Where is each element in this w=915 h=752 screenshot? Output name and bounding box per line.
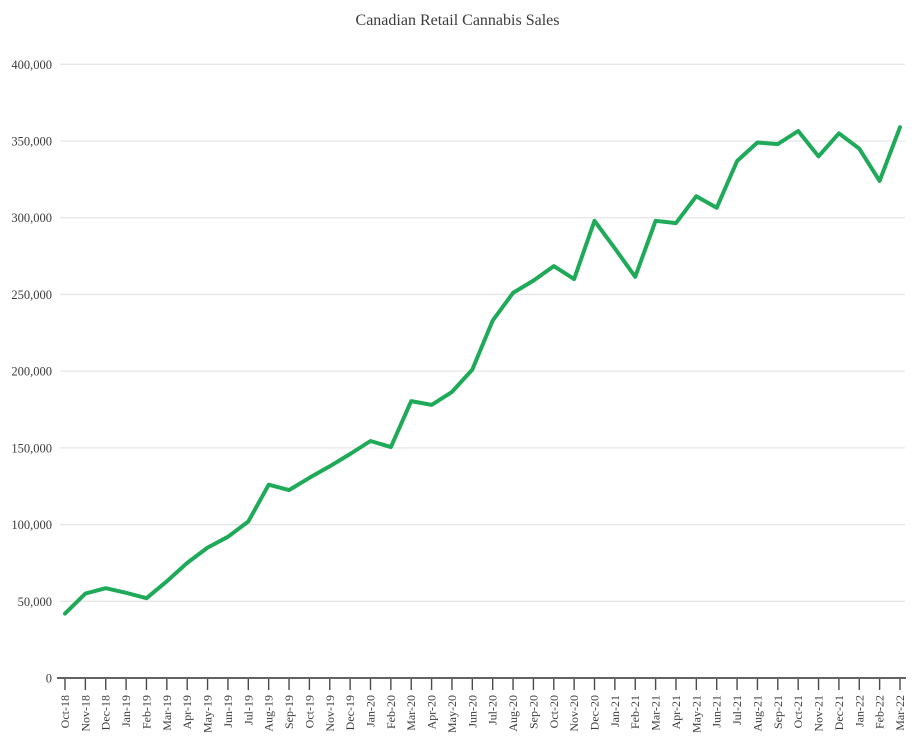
x-tick-label: Apr-20 bbox=[425, 695, 439, 729]
y-tick-label: 0 bbox=[46, 672, 52, 686]
y-tick-label: 100,000 bbox=[11, 518, 52, 532]
x-tick-label: Mar-22 bbox=[893, 695, 907, 731]
y-tick-label: 400,000 bbox=[11, 58, 52, 72]
x-tick-label: Dec-18 bbox=[99, 695, 113, 730]
x-tick-label: Mar-19 bbox=[160, 695, 174, 731]
chart-title: Canadian Retail Cannabis Sales bbox=[355, 12, 560, 29]
x-tick-label: Feb-21 bbox=[628, 695, 642, 729]
x-tick-label: Sep-21 bbox=[771, 695, 785, 729]
y-tick-label: 350,000 bbox=[11, 135, 52, 149]
x-tick-label: Jan-22 bbox=[852, 695, 866, 727]
y-tick-label: 200,000 bbox=[11, 365, 52, 379]
x-tick-label: May-21 bbox=[689, 695, 703, 733]
x-tick-label: Oct-20 bbox=[547, 695, 561, 728]
x-tick-label: Aug-20 bbox=[506, 695, 520, 732]
x-tick-label: Jan-19 bbox=[119, 695, 133, 727]
x-tick-label: Sep-19 bbox=[282, 695, 296, 729]
x-tick-label: Sep-20 bbox=[526, 695, 540, 729]
x-tick-label: Apr-19 bbox=[180, 695, 194, 729]
y-tick-label: 150,000 bbox=[11, 441, 52, 455]
x-tick-label: Feb-19 bbox=[139, 695, 153, 729]
x-tick-label: Mar-21 bbox=[649, 695, 663, 731]
x-tick-label: Aug-21 bbox=[750, 695, 764, 732]
x-tick-label: Nov-20 bbox=[567, 695, 581, 732]
x-tick-label: Dec-20 bbox=[588, 695, 602, 730]
x-tick-label: Mar-20 bbox=[404, 695, 418, 731]
y-tick-label: 300,000 bbox=[11, 211, 52, 225]
x-tick-label: Jun-19 bbox=[221, 695, 235, 728]
x-tick-label: Aug-19 bbox=[262, 695, 276, 732]
x-tick-label: May-20 bbox=[445, 695, 459, 733]
x-tick-label: Dec-19 bbox=[343, 695, 357, 730]
x-tick-label: Dec-21 bbox=[832, 695, 846, 730]
x-tick-label: Apr-21 bbox=[669, 695, 683, 729]
x-tick-label: Feb-22 bbox=[873, 695, 887, 729]
x-tick-label: Oct-18 bbox=[58, 695, 72, 728]
x-tick-label: Jun-20 bbox=[465, 695, 479, 728]
x-tick-label: Feb-20 bbox=[384, 695, 398, 729]
sales-line-series bbox=[63, 125, 902, 616]
x-tick-label: Nov-18 bbox=[78, 695, 92, 732]
x-tick-label: Jul-19 bbox=[241, 695, 255, 725]
x-tick-label: Jan-21 bbox=[608, 695, 622, 727]
x-tick-label: Nov-19 bbox=[323, 695, 337, 732]
x-tick-label: Oct-21 bbox=[791, 695, 805, 728]
y-tick-label: 250,000 bbox=[11, 288, 52, 302]
x-tick-label: Nov-21 bbox=[812, 695, 826, 732]
x-tick-label: Jan-20 bbox=[363, 695, 377, 727]
x-tick-label: May-19 bbox=[201, 695, 215, 733]
x-tick-label: Jun-21 bbox=[710, 695, 724, 728]
x-tick-label: Jul-21 bbox=[730, 695, 744, 725]
x-tick-label: Oct-19 bbox=[302, 695, 316, 728]
x-tick-label: Jul-20 bbox=[486, 695, 500, 725]
y-tick-label: 50,000 bbox=[18, 595, 52, 609]
